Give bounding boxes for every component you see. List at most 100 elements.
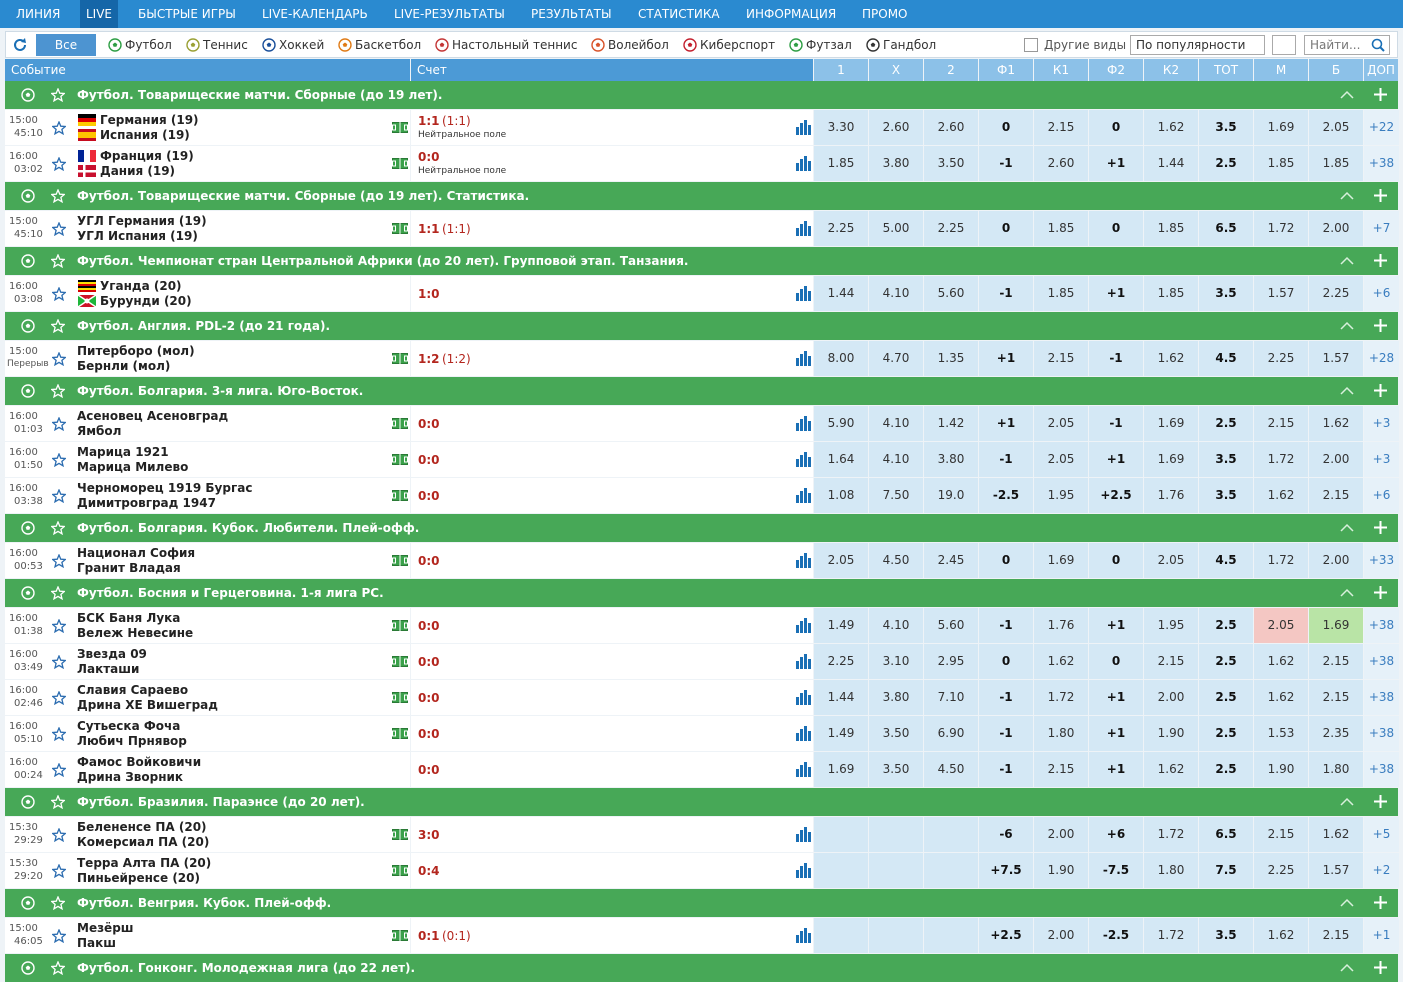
odds-cell[interactable]: 8.00 (814, 341, 868, 376)
match-tracker[interactable] (392, 418, 408, 429)
team-name[interactable]: Ямбол (77, 424, 122, 438)
odds-cell[interactable]: 2.00 (1034, 817, 1088, 852)
odds-cell[interactable]: 1.80 (1309, 752, 1363, 787)
odds-cell[interactable]: +2.5 (979, 918, 1033, 953)
team-name[interactable]: Любич Прнявор (77, 734, 187, 748)
favorite-star[interactable] (51, 896, 65, 910)
odds-cell[interactable]: 2.15 (1309, 680, 1363, 715)
odds-cell[interactable]: 1.90 (1144, 716, 1198, 751)
odds-cell[interactable]: 1.44 (814, 276, 868, 311)
odds-cell[interactable]: 2.25 (1309, 276, 1363, 311)
odds-cell[interactable]: -2.5 (979, 478, 1033, 513)
team-name[interactable]: Гранит Владая (77, 561, 181, 575)
odds-cell[interactable]: 2.15 (1034, 341, 1088, 376)
match-score[interactable]: 1:1 (418, 222, 440, 236)
odds-cell[interactable]: 2.25 (1254, 341, 1308, 376)
odds-cell[interactable]: 4.10 (869, 608, 923, 643)
odds-cell[interactable]: 1.69 (1254, 110, 1308, 145)
team-name[interactable]: Черноморец 1919 Бургас (77, 481, 253, 495)
odds-cell[interactable]: 1.72 (1254, 442, 1308, 477)
stats-icon[interactable] (796, 618, 811, 633)
add-icon[interactable] (1374, 961, 1387, 974)
odds-cell[interactable]: 1.90 (1034, 853, 1088, 888)
odds-cell[interactable]: 1.42 (924, 406, 978, 441)
odds-cell[interactable]: 1.62 (1144, 110, 1198, 145)
odds-cell[interactable]: 2.15 (1254, 406, 1308, 441)
more-markets[interactable]: +38 (1364, 752, 1399, 787)
favorite-star[interactable] (52, 554, 66, 568)
other-sports-label[interactable]: Другие виды (1044, 38, 1127, 52)
odds-cell[interactable]: -1 (979, 680, 1033, 715)
odds-cell[interactable]: 6.5 (1199, 211, 1253, 246)
odds-cell[interactable]: 3.10 (869, 644, 923, 679)
odds-cell[interactable]: 1.69 (1144, 406, 1198, 441)
team-name[interactable]: Мезёрш (77, 921, 134, 935)
league-title[interactable]: Футбол. Бразилия. Параэнсе (до 20 лет). (77, 795, 365, 809)
more-markets[interactable]: +6 (1364, 276, 1399, 311)
league-row[interactable] (5, 514, 1398, 542)
team-name[interactable]: Славия Сараево (77, 683, 189, 697)
stats-icon[interactable] (796, 488, 811, 503)
odds-cell[interactable]: -1 (979, 608, 1033, 643)
more-markets[interactable]: +1 (1364, 918, 1399, 953)
odds-cell[interactable]: 2.5 (1199, 608, 1253, 643)
more-markets[interactable]: +7 (1364, 211, 1399, 246)
stats-icon[interactable] (796, 726, 811, 741)
add-icon[interactable] (1374, 384, 1387, 397)
odds-cell[interactable]: 1.95 (1144, 608, 1198, 643)
odds-cell[interactable]: 4.5 (1199, 543, 1253, 578)
odds-cell[interactable]: 2.05 (814, 543, 868, 578)
match-score[interactable]: 0:0 (418, 150, 440, 164)
odds-cell[interactable]: +7.5 (979, 853, 1033, 888)
team-name[interactable]: БСК Баня Лука (77, 611, 181, 625)
odds-cell[interactable]: 2.5 (1199, 752, 1253, 787)
stats-icon[interactable] (796, 654, 811, 669)
odds-cell[interactable]: 2.00 (1309, 543, 1363, 578)
odds-cell[interactable]: +1 (1089, 146, 1143, 181)
team-name[interactable]: Лакташи (77, 662, 140, 676)
more-markets[interactable]: +3 (1364, 406, 1399, 441)
odds-cell[interactable]: 19.0 (924, 478, 978, 513)
stats-icon[interactable] (796, 156, 811, 171)
team-name[interactable]: Сутьеска Фоча (77, 719, 181, 733)
more-markets[interactable]: +6 (1364, 478, 1399, 513)
match-tracker[interactable] (392, 930, 408, 941)
odds-cell[interactable]: 2.25 (814, 211, 868, 246)
odds-cell[interactable] (814, 853, 868, 888)
odds-cell[interactable]: 2.00 (1144, 680, 1198, 715)
refresh-icon[interactable] (12, 37, 28, 53)
odds-cell[interactable]: 3.5 (1199, 110, 1253, 145)
collapse-icon[interactable] (1340, 256, 1354, 266)
sport-filter[interactable]: Теннис (203, 38, 248, 52)
league-title[interactable]: Футбол. Босния и Герцеговина. 1-я лига Р… (77, 586, 384, 600)
match-tracker[interactable] (392, 728, 408, 739)
team-name[interactable]: Франция (19) (100, 149, 194, 163)
league-row[interactable] (5, 247, 1398, 275)
odds-cell[interactable]: 2.15 (1309, 478, 1363, 513)
stats-icon[interactable] (796, 928, 811, 943)
odds-cell[interactable] (869, 853, 923, 888)
odds-cell[interactable]: 1.57 (1309, 853, 1363, 888)
nav-item[interactable]: БЫСТРЫЕ ИГРЫ (138, 7, 236, 21)
add-icon[interactable] (1374, 189, 1387, 202)
odds-cell[interactable]: 2.00 (1034, 918, 1088, 953)
stats-icon[interactable] (796, 762, 811, 777)
collapse-icon[interactable] (1340, 898, 1354, 908)
odds-cell[interactable] (924, 918, 978, 953)
favorite-star[interactable] (52, 727, 66, 741)
odds-cell[interactable]: +1 (979, 406, 1033, 441)
stats-icon[interactable] (796, 452, 811, 467)
odds-cell[interactable]: 1.72 (1144, 817, 1198, 852)
odds-cell[interactable]: -1 (979, 716, 1033, 751)
team-name[interactable]: Фамос Войковичи (77, 755, 202, 769)
odds-cell[interactable]: 1.62 (1034, 644, 1088, 679)
odds-cell[interactable] (814, 817, 868, 852)
odds-cell[interactable]: 1.62 (1254, 644, 1308, 679)
team-name[interactable]: Марица 1921 (77, 445, 169, 459)
stats-icon[interactable] (796, 286, 811, 301)
odds-cell[interactable]: 0 (1089, 543, 1143, 578)
odds-cell[interactable]: 1.69 (814, 752, 868, 787)
favorite-star[interactable] (52, 828, 66, 842)
odds-cell[interactable]: 2.05 (1034, 406, 1088, 441)
stats-icon[interactable] (796, 221, 811, 236)
